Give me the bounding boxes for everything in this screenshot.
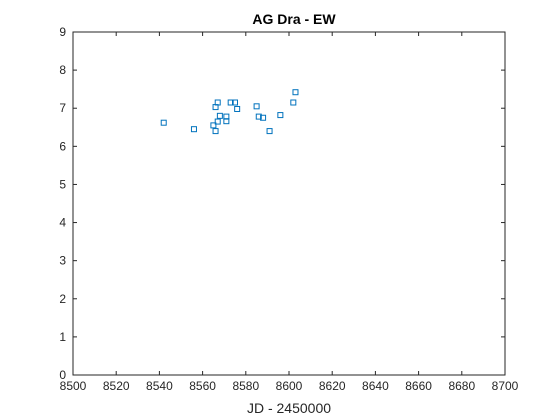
x-tick-label: 8540 xyxy=(146,379,173,393)
data-point xyxy=(216,112,223,119)
y-tick-label: 3 xyxy=(59,254,66,268)
y-tick-label: 8 xyxy=(59,63,66,77)
x-tick-label: 8640 xyxy=(362,379,389,393)
data-point xyxy=(232,99,238,106)
x-tick-label: 8520 xyxy=(103,379,130,393)
data-point xyxy=(223,118,230,125)
data-point xyxy=(253,103,260,110)
data-point xyxy=(266,128,273,135)
x-tick-label: 8500 xyxy=(60,379,87,393)
plot-area xyxy=(72,31,506,376)
x-tick-label: 8600 xyxy=(276,379,303,393)
data-point xyxy=(212,128,219,135)
y-axis: 0 1 2 3 4 5 6 7 8 9 xyxy=(59,25,505,382)
data-point xyxy=(260,114,267,121)
data-points xyxy=(160,89,299,135)
x-tick-label: 8560 xyxy=(189,379,216,393)
data-point xyxy=(190,126,197,133)
x-tick-label: 8580 xyxy=(232,379,259,393)
x-tick-label: 8700 xyxy=(492,379,519,393)
data-point xyxy=(255,113,262,120)
data-point xyxy=(277,112,284,119)
data-point xyxy=(227,99,234,106)
chart-title: AG Dra - EW xyxy=(252,11,336,27)
x-tick-label: 8620 xyxy=(319,379,346,393)
data-point xyxy=(292,89,299,96)
y-tick-label: 2 xyxy=(59,292,66,306)
y-tick-label: 5 xyxy=(59,177,66,191)
y-tick-label: 4 xyxy=(59,216,66,230)
data-point xyxy=(214,118,221,125)
data-point xyxy=(214,99,221,106)
data-point xyxy=(234,105,241,112)
x-axis: 8500 8520 8540 8560 8580 8600 8620 8640 8660 8680… xyxy=(60,32,519,393)
data-point xyxy=(210,122,217,129)
y-tick-label: 9 xyxy=(59,25,66,39)
data-point xyxy=(160,119,167,126)
x-tick-label: 8660 xyxy=(405,379,432,393)
data-point xyxy=(290,99,297,106)
x-axis-label: JD - 2450000 xyxy=(247,400,331,416)
y-tick-label: 0 xyxy=(59,368,66,382)
y-tick-label: 7 xyxy=(59,101,66,115)
y-tick-label: 6 xyxy=(59,139,66,153)
x-tick-label: 8680 xyxy=(448,379,475,393)
y-tick-label: 1 xyxy=(59,330,66,344)
